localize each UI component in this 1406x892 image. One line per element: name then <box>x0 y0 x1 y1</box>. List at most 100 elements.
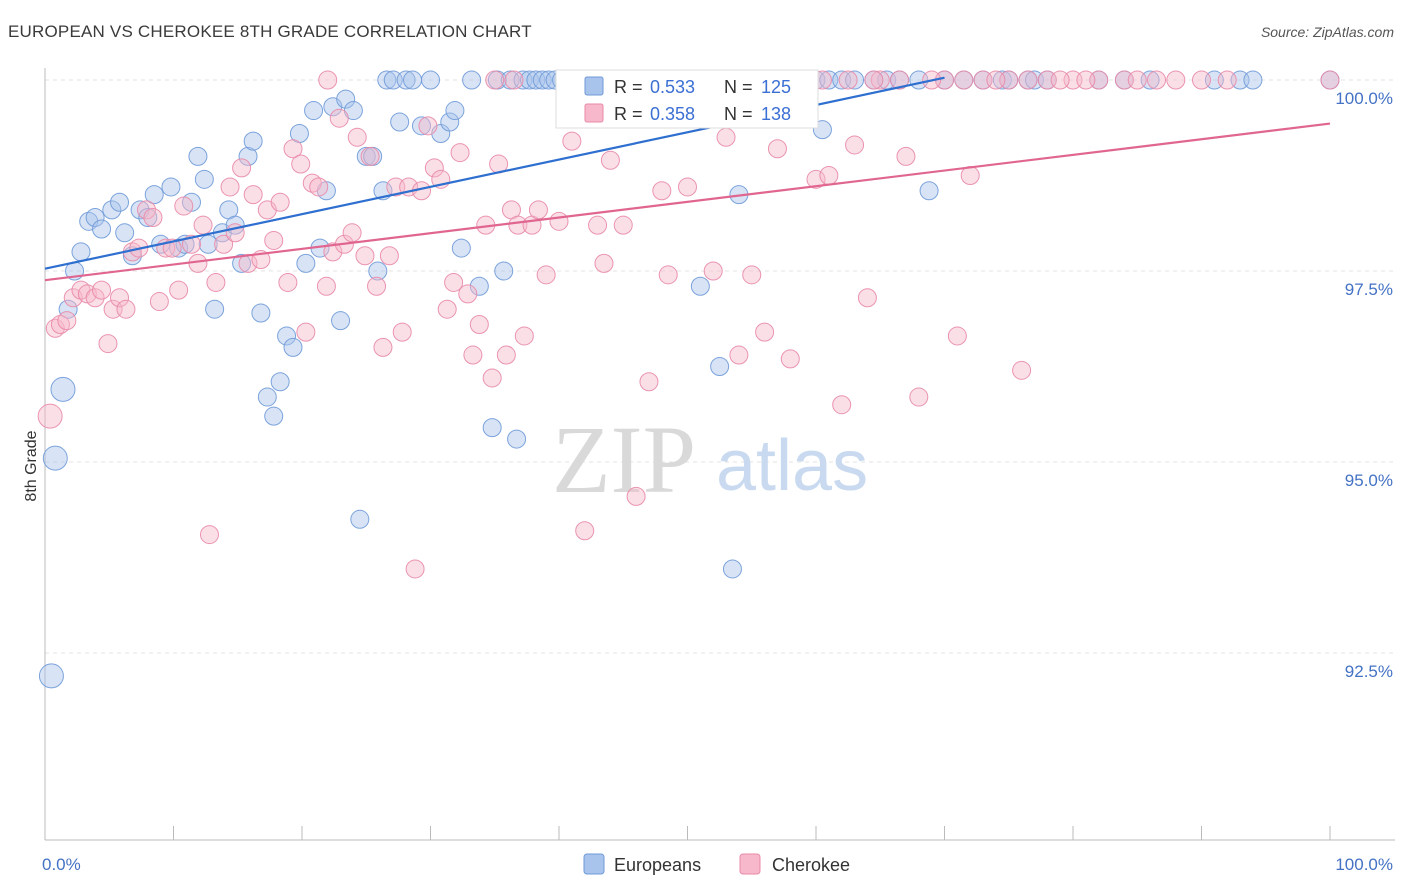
point-europeans-112 <box>992 70 1012 90</box>
point-cherokee-117 <box>1192 70 1211 90</box>
legend-swatch-europeans <box>584 76 604 96</box>
point-cherokee-49 <box>355 246 375 266</box>
point-cherokee-22 <box>181 234 201 254</box>
point-cherokee-26 <box>206 272 226 292</box>
point-cherokee-50 <box>360 146 380 166</box>
point-cherokee-98 <box>819 166 839 185</box>
point-cherokee-16 <box>143 208 163 228</box>
point-cherokee-132 <box>890 70 910 90</box>
point-europeans-56 <box>412 116 432 136</box>
point-cherokee-87 <box>652 181 672 201</box>
point-cherokee-115 <box>1127 70 1147 90</box>
point-cherokee-86 <box>639 372 659 392</box>
point-cherokee-81 <box>588 215 608 235</box>
point-cherokee-104 <box>909 387 929 407</box>
x-tick-label-1: 100.0% <box>1335 855 1393 874</box>
point-cherokee-66 <box>463 345 483 365</box>
correlation-legend: R = 0.533 N = 125 R = 0.358 N = 138 <box>555 69 819 129</box>
point-cherokee-36 <box>270 192 290 212</box>
point-europeans-0 <box>38 663 64 689</box>
legend-n-label-cherokee: N = <box>724 104 753 124</box>
point-europeans-39 <box>304 101 324 121</box>
point-europeans-46 <box>350 509 370 529</box>
labels-layer: 100.0% 97.5% 95.0% 92.5% 0.0% 100.0% <box>42 89 1393 874</box>
point-cherokee-94 <box>755 322 775 342</box>
point-cherokee-48 <box>347 127 367 147</box>
point-europeans-21 <box>188 146 208 166</box>
point-cherokee-60 <box>424 158 444 178</box>
point-cherokee-135 <box>986 70 1006 90</box>
point-cherokee-130 <box>838 70 858 90</box>
x-tick-label-0: 0.0% <box>42 855 81 874</box>
point-cherokee-37 <box>278 272 298 292</box>
series-legend: Europeans Cherokee <box>583 853 850 875</box>
point-cherokee-44 <box>323 242 343 262</box>
point-cherokee-139 <box>1147 70 1167 90</box>
point-cherokee-47 <box>342 223 362 243</box>
legend-r-label-cherokee: R = <box>614 104 643 124</box>
point-cherokee-42 <box>309 177 329 197</box>
point-europeans-43 <box>331 311 351 331</box>
point-cherokee-27 <box>214 234 234 254</box>
point-cherokee-89 <box>678 177 697 197</box>
point-cherokee-92 <box>729 345 749 365</box>
point-cherokee-55 <box>392 322 412 342</box>
point-europeans-88 <box>690 276 710 296</box>
point-cherokee-62 <box>437 299 457 319</box>
point-europeans-63 <box>469 276 489 296</box>
point-cherokee-100 <box>845 135 865 155</box>
point-europeans-31 <box>251 303 271 323</box>
point-europeans-55 <box>403 70 423 90</box>
point-europeans-123 <box>1243 70 1263 90</box>
point-cherokee-28 <box>220 177 240 197</box>
point-europeans-36 <box>283 337 303 357</box>
point-cherokee-25 <box>199 525 219 545</box>
point-europeans-2 <box>50 376 76 402</box>
point-cherokee-53 <box>379 246 399 266</box>
point-cherokee-64 <box>450 143 470 163</box>
point-europeans-100 <box>710 357 730 376</box>
point-europeans-7 <box>85 208 105 228</box>
point-europeans-14 <box>138 208 158 228</box>
legend-n-value-cherokee: 138 <box>761 104 791 124</box>
legend-item-europeans-label: Europeans <box>614 855 701 875</box>
point-europeans-30 <box>243 131 263 151</box>
point-europeans-57 <box>421 70 440 90</box>
legend-r-value-europeans: 0.533 <box>650 77 695 97</box>
point-cherokee-136 <box>1018 70 1038 90</box>
point-cherokee-110 <box>1012 360 1032 380</box>
y-tick-label-1: 97.5% <box>1345 280 1393 299</box>
point-europeans-53 <box>390 112 410 132</box>
point-europeans-15 <box>144 185 164 205</box>
point-cherokee-93 <box>742 265 762 285</box>
legend-item-cherokee-swatch <box>739 853 761 875</box>
point-cherokee-9 <box>98 334 118 354</box>
point-cherokee-74 <box>514 326 534 346</box>
point-cherokee-4 <box>63 288 83 308</box>
point-europeans-66 <box>494 261 514 281</box>
point-cherokee-69 <box>482 368 502 388</box>
watermark-zip: ZIP <box>552 406 696 513</box>
legend-r-value-cherokee: 0.358 <box>650 104 695 124</box>
point-cherokee-95 <box>767 139 787 159</box>
point-europeans-68 <box>507 429 527 449</box>
point-cherokee-51 <box>367 276 387 296</box>
y-tick-label-3: 92.5% <box>1345 662 1393 681</box>
point-cherokee-71 <box>496 345 516 365</box>
point-europeans-29 <box>238 146 258 166</box>
point-cherokee-73 <box>508 215 528 235</box>
point-europeans-59 <box>440 112 460 132</box>
point-cherokee-79 <box>562 131 582 151</box>
point-europeans-22 <box>194 169 214 189</box>
point-cherokee-137 <box>1050 70 1070 90</box>
point-cherokee-131 <box>864 70 884 90</box>
point-europeans-108 <box>919 181 939 201</box>
point-europeans-23 <box>198 234 218 254</box>
point-europeans-8 <box>92 219 112 239</box>
point-europeans-61 <box>451 238 471 258</box>
point-cherokee-15 <box>137 200 157 220</box>
point-cherokee-101 <box>857 288 877 308</box>
point-europeans-9 <box>102 200 122 220</box>
point-cherokee-38 <box>283 139 303 159</box>
point-europeans-1 <box>42 445 68 471</box>
